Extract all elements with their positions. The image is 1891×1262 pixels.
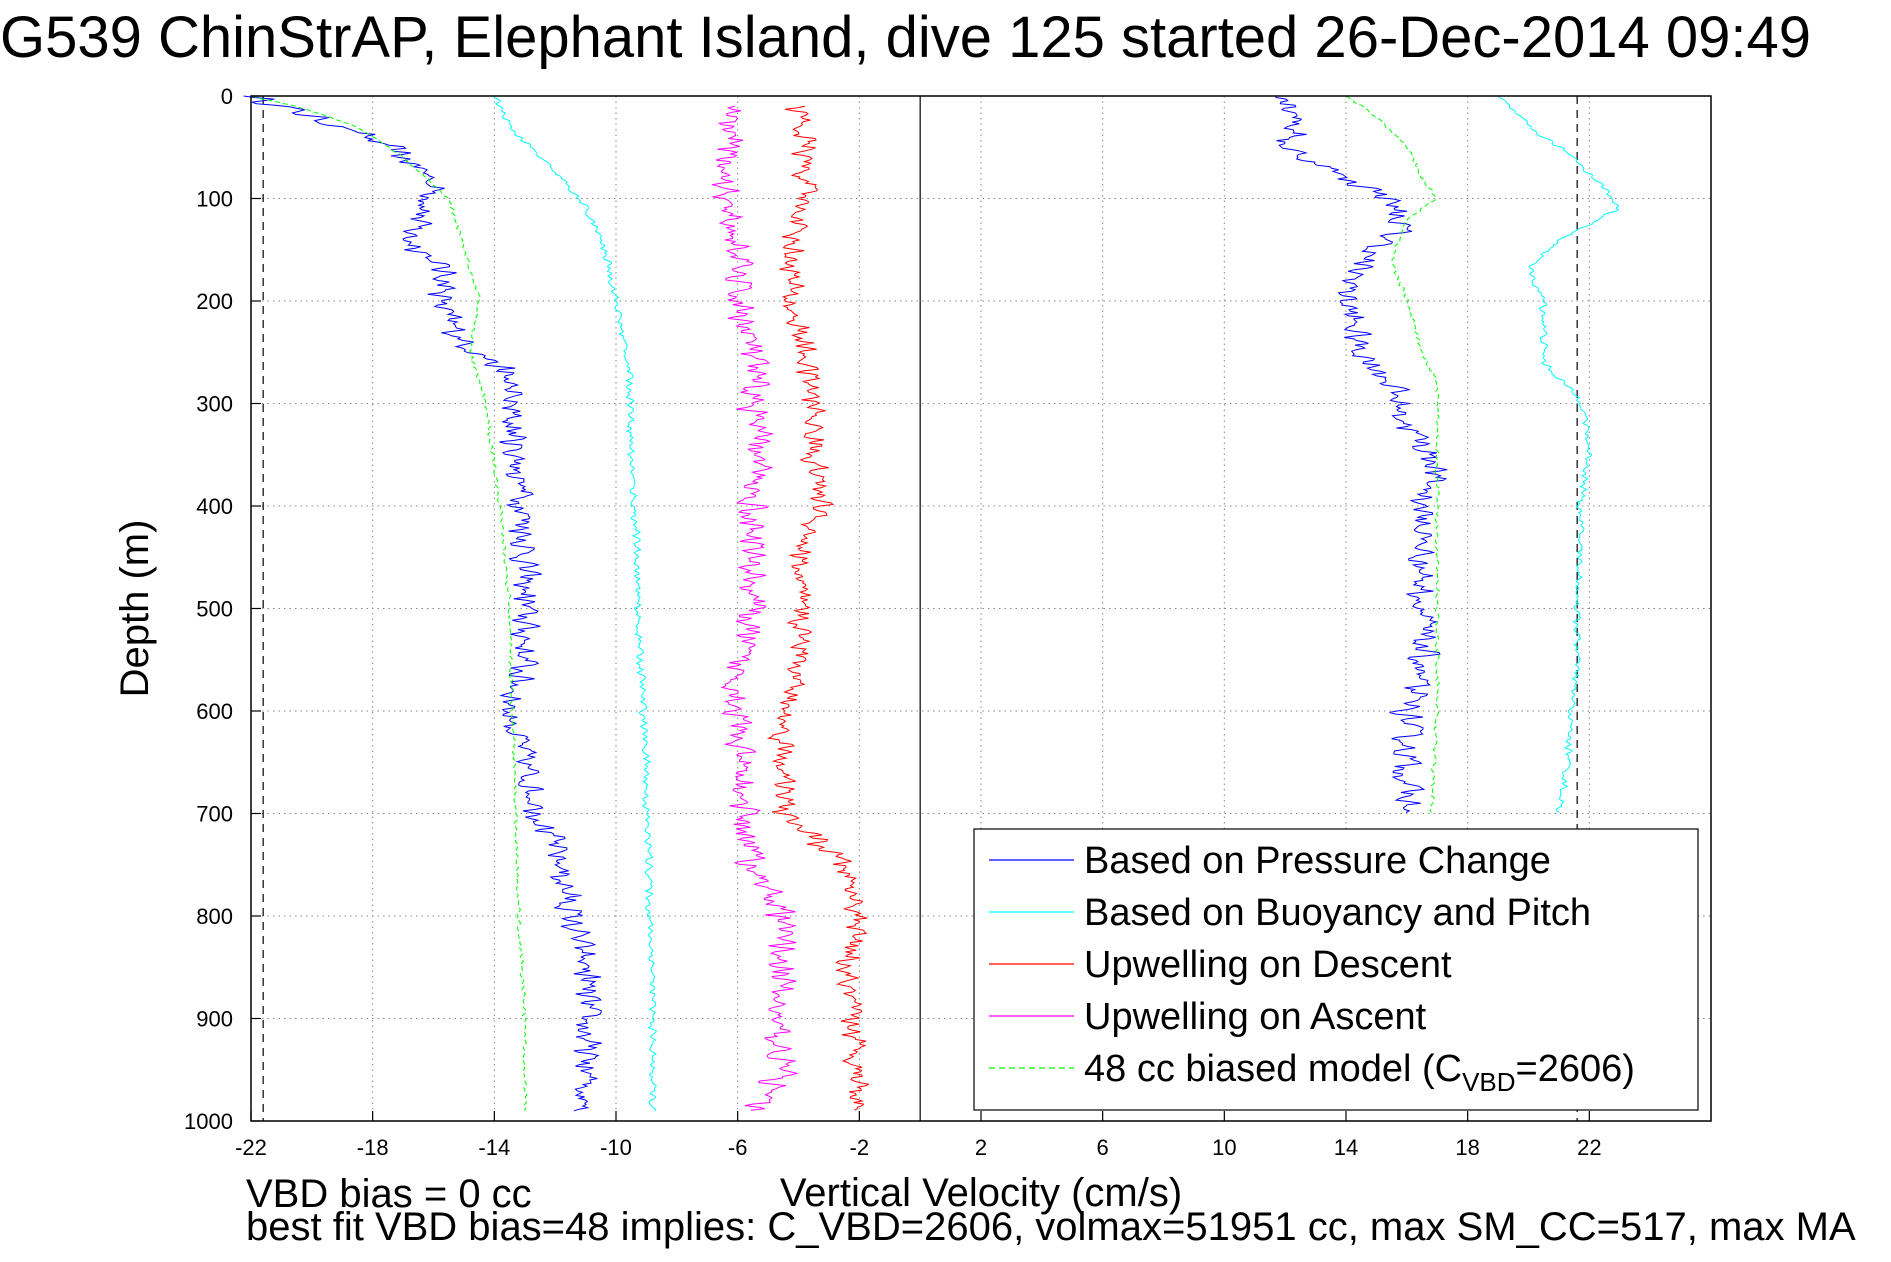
x-tick-label: -2	[850, 1135, 870, 1160]
legend-entry-label: Based on Buoyancy and Pitch	[1084, 892, 1591, 934]
y-axis-label: Depth (m)	[113, 520, 157, 698]
y-tick-label: 500	[196, 597, 233, 622]
x-tick-label: -22	[235, 1135, 267, 1160]
x-tick-label: -14	[478, 1135, 510, 1160]
y-tick-label: 1000	[184, 1109, 233, 1134]
series-lines	[243, 95, 1620, 1112]
legend-entry-label: 48 cc biased model (CVBD=2606)	[1084, 1048, 1635, 1097]
chart-title: G539 ChinStrAP, Elephant Island, dive 12…	[0, 5, 1811, 70]
series-line-1	[1275, 95, 1448, 813]
y-tick-label: 0	[221, 84, 233, 109]
x-tick-label: -10	[600, 1135, 632, 1160]
series-line-2	[493, 95, 658, 1111]
y-tick-label: 200	[196, 289, 233, 314]
x-tick-label: 2	[975, 1135, 987, 1160]
series-line-0	[243, 95, 602, 1112]
y-tick-label: 900	[196, 1007, 233, 1032]
footer-best-fit: best fit VBD bias=48 implies: C_VBD=2606…	[246, 1205, 1856, 1249]
x-tick-label: 6	[1097, 1135, 1109, 1160]
y-tick-label: 100	[196, 187, 233, 212]
legend-entry-label: Upwelling on Ascent	[1084, 996, 1427, 1038]
series-line-6	[251, 95, 528, 1111]
footer-vbd-bias: VBD bias = 0 cc	[246, 1172, 532, 1216]
legend: Based on Pressure Change Based on Buoyanc…	[973, 828, 1699, 1111]
x-tick-label: 10	[1212, 1135, 1236, 1160]
x-tick-label: -18	[357, 1135, 389, 1160]
x-tick-label: 22	[1577, 1135, 1601, 1160]
legend-entry-label: Based on Pressure Change	[1084, 840, 1551, 882]
series-line-3	[1497, 95, 1620, 813]
series-line-4	[766, 105, 870, 1111]
legend-box	[973, 828, 1699, 1111]
y-tick-label: 300	[196, 392, 233, 417]
y-tick-label: 400	[196, 494, 233, 519]
y-tick-label: 700	[196, 802, 233, 827]
axis-ticks: -22 -18 -14 -10 -6 -2 2 6 10 14 18 2201002003004005…	[184, 84, 1602, 1160]
series-line-7	[1346, 95, 1441, 813]
legend-entry-label: Upwelling on Descent	[1084, 944, 1452, 986]
x-tick-label: 14	[1334, 1135, 1358, 1160]
y-tick-label: 800	[196, 904, 233, 929]
x-tick-label: -6	[728, 1135, 748, 1160]
x-tick-label: 18	[1455, 1135, 1479, 1160]
y-tick-label: 600	[196, 699, 233, 724]
x-axis-label: Vertical Velocity (cm/s)	[780, 1171, 1182, 1215]
series-line-5	[711, 105, 799, 1111]
